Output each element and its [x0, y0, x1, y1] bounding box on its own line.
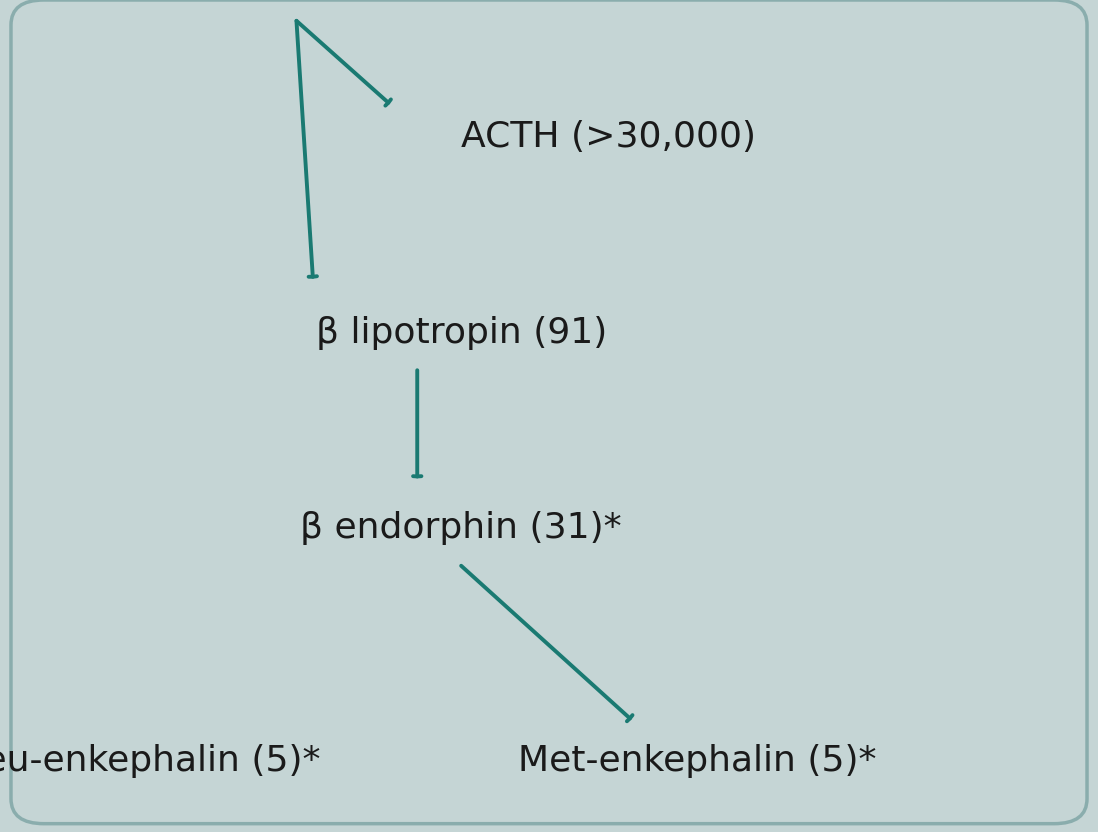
Text: β endorphin (31)*: β endorphin (31)* [301, 512, 621, 545]
Text: ACTH (>30,000): ACTH (>30,000) [461, 121, 757, 154]
Text: Met-enkephalin (5)*: Met-enkephalin (5)* [518, 745, 876, 778]
Text: Leu-enkephalin (5)*: Leu-enkephalin (5)* [0, 745, 321, 778]
FancyBboxPatch shape [11, 0, 1087, 824]
Text: β lipotropin (91): β lipotropin (91) [315, 316, 607, 349]
